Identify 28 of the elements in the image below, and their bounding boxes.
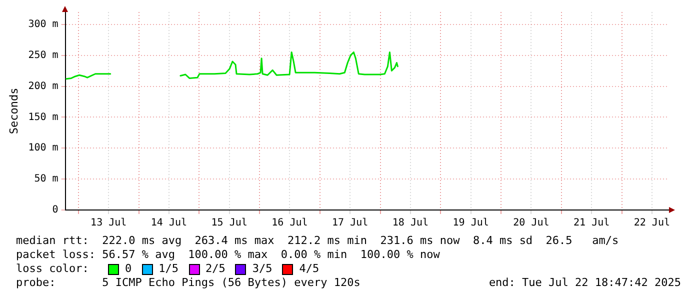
text: 2/5 bbox=[206, 262, 226, 276]
x-tick-label: 19 Jul bbox=[452, 218, 489, 229]
y-tick-label: 0 bbox=[52, 204, 58, 216]
text: 1/5 bbox=[158, 262, 178, 276]
y-tick-label: 100 m bbox=[28, 142, 58, 154]
x-tick-label: 22 Jul bbox=[634, 218, 670, 229]
x-tick-label: 20 Jul bbox=[513, 218, 550, 229]
x-tick-label: 13 Jul bbox=[90, 218, 127, 229]
y-tick-label: 50 m bbox=[34, 174, 58, 185]
y-tick-label: 200 m bbox=[28, 80, 58, 92]
x-tick-label: 17 Jul bbox=[332, 218, 368, 229]
text: 3/5 bbox=[252, 262, 272, 276]
y-tick-label: 300 m bbox=[28, 18, 58, 30]
x-tick-label: 18 Jul bbox=[392, 218, 429, 229]
text: 0 bbox=[125, 262, 132, 276]
y-tick-label: 250 m bbox=[28, 50, 58, 61]
text: median rtt: 222.0 ms avg 263.4 ms max 212.2 ms min 231.6 ms now 8.4 ms sd 26.5 am/s bbox=[16, 234, 619, 248]
x-tick-label: 16 Jul bbox=[272, 218, 308, 229]
text: 4/5 bbox=[299, 262, 320, 276]
text: end: Tue Jul 22 18:47:42 2025 bbox=[488, 276, 681, 290]
text: probe: 5 ICMP Echo Pings (56 Bytes) every 120s bbox=[16, 276, 360, 290]
x-tick-label: 15 Jul bbox=[211, 218, 248, 229]
text: packet loss: 56.57 % avg 100.00 % max 0.00 % min 100.00 % now bbox=[16, 248, 440, 262]
text: loss color: bbox=[16, 262, 89, 276]
x-tick-label: 21 Jul bbox=[574, 218, 610, 229]
y-axis-title: Seconds bbox=[7, 88, 20, 134]
x-tick-label: 14 Jul bbox=[150, 218, 188, 229]
y-tick-label: 150 m bbox=[28, 112, 58, 123]
